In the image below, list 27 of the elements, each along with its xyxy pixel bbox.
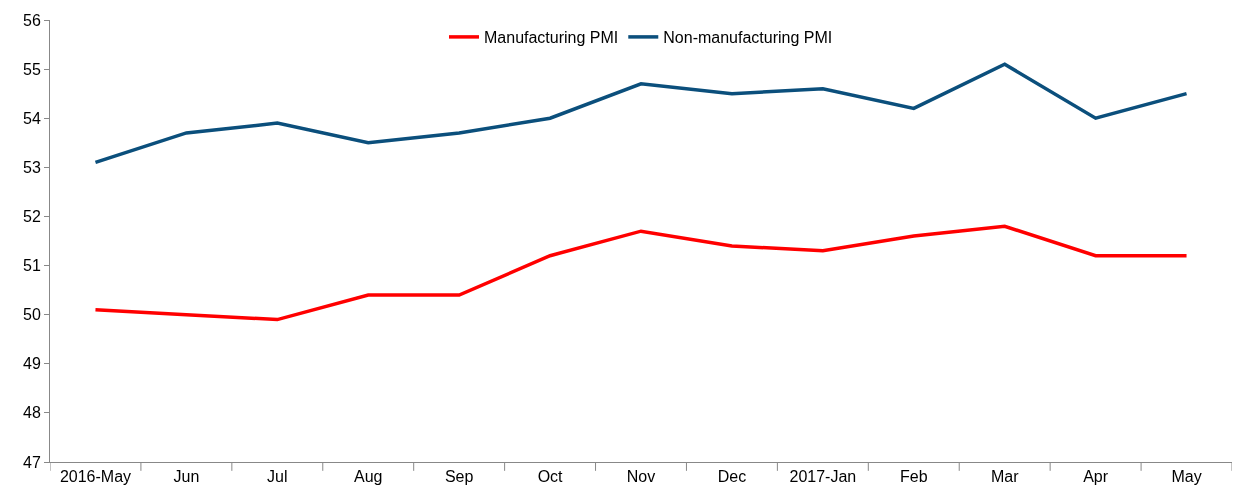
y-tick-label: 49 [23,355,41,373]
line-series [93,62,1189,165]
x-tick-label: Apr [1083,468,1109,486]
x-tick-label: Mar [990,468,1020,486]
x-tick-label: Oct [537,468,564,486]
x-tick-label: Jul [267,468,288,486]
y-tick-label: 48 [23,404,41,422]
x-tick-label: May [1171,468,1202,486]
x-tick-label: Feb [899,468,928,486]
y-tick-label: 55 [23,60,41,78]
y-tick-label: 53 [23,158,41,176]
x-tick-label: Dec [717,468,747,486]
x-tick-label: Nov [626,468,656,486]
legend-label: Manufacturing PMI [484,29,619,47]
y-tick-label: 47 [23,453,41,471]
x-tick-label: Sep [444,468,474,486]
y-tick-label: 51 [23,257,41,275]
x-tick-label: 2017-Jan [789,468,857,486]
x-tick-label: Aug [354,468,383,486]
x-tick-label: Jun [173,468,200,486]
y-tick-label: 52 [23,208,41,226]
legend-label: Non-manufacturing PMI [663,29,833,47]
x-tick-label: 2016-May [59,468,132,486]
line-series [93,224,1189,322]
y-tick-label: 54 [23,109,41,127]
y-tick-label: 56 [23,11,41,29]
y-tick-label: 50 [23,306,41,324]
